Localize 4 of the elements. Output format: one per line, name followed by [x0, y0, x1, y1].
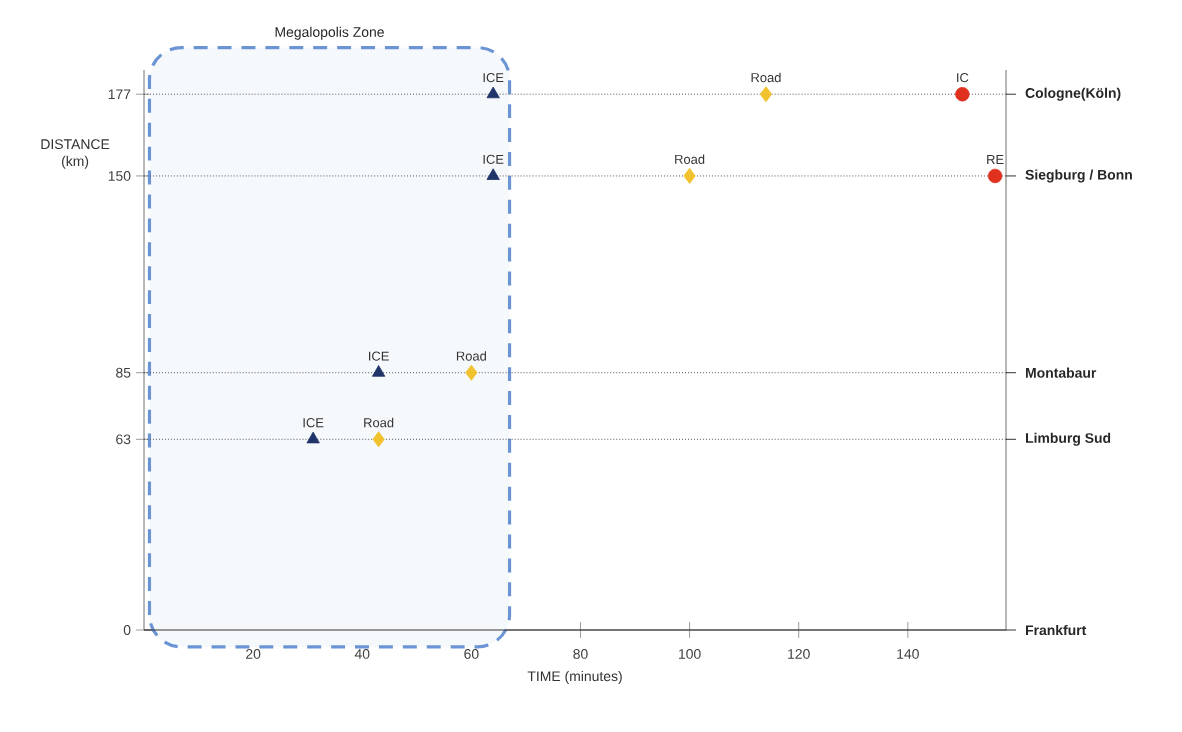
- point: [955, 87, 970, 102]
- point: [987, 168, 1003, 184]
- point: [759, 86, 773, 103]
- point: [683, 167, 696, 184]
